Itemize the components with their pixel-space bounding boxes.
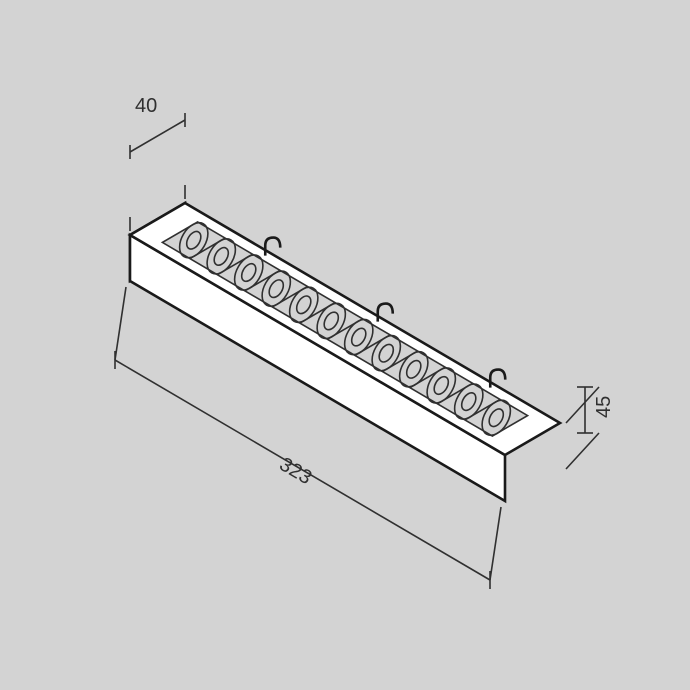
dim-line-width: [130, 120, 185, 152]
dim-ext: [115, 287, 126, 360]
dim-label-height: 45: [593, 396, 615, 418]
dim-ext: [566, 433, 599, 469]
dim-label-length: 323: [275, 453, 315, 489]
dim-ext: [490, 507, 501, 580]
dim-label-width: 40: [135, 95, 157, 117]
